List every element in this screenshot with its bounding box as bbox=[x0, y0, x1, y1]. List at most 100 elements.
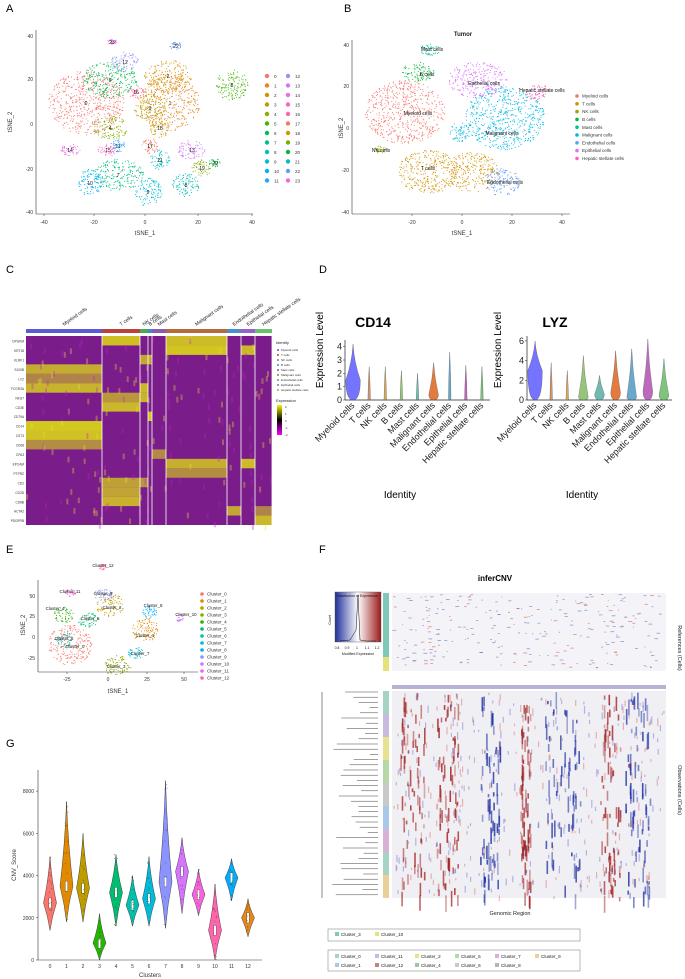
y-tick-label: 40 bbox=[27, 34, 33, 40]
legend-item: Cluster_5 bbox=[461, 954, 481, 959]
cluster-label: 7 bbox=[117, 173, 120, 179]
x-tick-label: -20 bbox=[90, 220, 97, 226]
y-tick-label: 4000 bbox=[23, 874, 34, 880]
gene-label: CST3 bbox=[16, 434, 24, 438]
y-tick-label: 2 bbox=[337, 368, 342, 378]
legend-item: Cluster_9 bbox=[541, 954, 561, 959]
key-tick: 0.9 bbox=[345, 646, 350, 650]
cluster-label: 13 bbox=[189, 148, 195, 154]
legend-item: Hepatic stellate cells bbox=[582, 156, 625, 161]
violin-mark bbox=[92, 913, 107, 961]
x-tick-label: 12 bbox=[245, 964, 251, 970]
legend-item: Cluster_10 bbox=[207, 662, 230, 667]
legend-item: 4 bbox=[274, 112, 277, 117]
legend-item: NK cells bbox=[281, 358, 293, 362]
panel-f-obs-label: Observations (Cells) bbox=[676, 765, 682, 815]
violin-mark bbox=[626, 348, 637, 401]
panel-f-title: inferCNV bbox=[478, 574, 513, 583]
cluster-points bbox=[150, 149, 171, 170]
cluster-label: Cluster_4 bbox=[46, 606, 65, 611]
key-tick: 1.2 bbox=[375, 646, 380, 650]
key-tick: 1 bbox=[356, 646, 358, 650]
cluster-label: 18 bbox=[157, 126, 163, 132]
violin-mark bbox=[464, 365, 468, 401]
cluster-label: 3 bbox=[149, 106, 152, 112]
panel-d: D CD14 LYZ Expression Level Expression L… bbox=[313, 264, 672, 501]
y-tick-label: 0 bbox=[31, 958, 34, 964]
cluster-points bbox=[110, 51, 139, 73]
cluster-label: Epithelial cells bbox=[468, 81, 500, 87]
legend-item: 18 bbox=[295, 131, 301, 136]
gene-label: PTPRZ bbox=[14, 472, 25, 476]
cluster-points bbox=[78, 612, 99, 628]
violin-mark bbox=[578, 355, 589, 401]
cluster-points bbox=[176, 613, 185, 622]
cluster-label: Malignant cells bbox=[485, 131, 519, 137]
gene-label: CD68 bbox=[16, 444, 24, 448]
violin-mark bbox=[142, 856, 156, 927]
panel-d-ylabel-2: Expression Level bbox=[493, 312, 504, 388]
y-tick-label: 8000 bbox=[23, 789, 34, 795]
expression-title: Expression bbox=[276, 398, 296, 403]
legend-item: 23 bbox=[295, 179, 301, 184]
cluster-points bbox=[178, 140, 206, 160]
expression-tick: -2 bbox=[285, 433, 288, 437]
legend-item: Endothelial cells bbox=[281, 378, 303, 382]
legend-item: Cluster_8 bbox=[207, 648, 227, 653]
legend-item: 10 bbox=[274, 169, 280, 174]
cluster-label: 1 bbox=[169, 101, 172, 107]
cluster-points bbox=[465, 86, 545, 151]
panel-d-lyz-title: LYZ bbox=[542, 314, 568, 330]
legend-item: Cluster_1 bbox=[207, 599, 227, 604]
panel-e-ylabel: tSNE_2 bbox=[21, 614, 27, 635]
cluster-points bbox=[191, 159, 211, 177]
cluster-label: 19 bbox=[199, 166, 205, 172]
panel-f-observation-legend: Cluster_0 Cluster_11 Cluster_2 Cluster_5 Clu… bbox=[327, 949, 581, 972]
y-tick-label: 0 bbox=[32, 635, 35, 641]
legend-item: NK cells bbox=[582, 109, 600, 114]
legend-item: Cluster_10 bbox=[381, 932, 404, 937]
y-tick-label: 2 bbox=[519, 375, 524, 385]
panel-f-label: F bbox=[319, 544, 326, 556]
x-tick-label: 9 bbox=[197, 964, 200, 970]
y-tick-label: 40 bbox=[343, 43, 349, 49]
cluster-label: 12 bbox=[122, 60, 128, 66]
legend-item: 13 bbox=[295, 84, 301, 89]
cluster-label: Cluster_9 bbox=[94, 591, 113, 596]
legend-item: Epithelial cells bbox=[582, 148, 612, 153]
legend-item: B cells bbox=[281, 363, 290, 367]
panel-e-legend: Cluster_0 Cluster_1 Cluster_2 Cluster_3 Clus… bbox=[200, 592, 230, 681]
legend-item: 7 bbox=[274, 141, 277, 146]
legend-item: Cluster_4 bbox=[207, 620, 227, 625]
cluster-label: 14 bbox=[67, 148, 73, 154]
cluster-label: Cluster_11 bbox=[60, 589, 81, 594]
violin-mark bbox=[428, 362, 439, 401]
legend-item: Malignant cells bbox=[281, 373, 301, 377]
expression-tick: 1 bbox=[285, 412, 287, 416]
violin-mark bbox=[594, 375, 605, 401]
box-mark bbox=[131, 899, 134, 911]
cluster-points bbox=[56, 631, 73, 648]
legend-item: 22 bbox=[295, 169, 301, 174]
cluster-label: Cluster_3 bbox=[107, 664, 126, 669]
panel-d-xlabel-2: Identity bbox=[566, 490, 598, 501]
cluster-points bbox=[97, 143, 118, 157]
gene-label: CD14 bbox=[16, 425, 24, 429]
cluster-label: Mast cells bbox=[421, 47, 444, 53]
panel-b-label: B bbox=[344, 3, 351, 15]
box-mark bbox=[230, 872, 233, 883]
gene-label: PDGFRB bbox=[11, 519, 24, 523]
y-tick-label: 20 bbox=[27, 77, 33, 83]
cluster-points bbox=[54, 606, 74, 624]
legend-item: Cluster_4 bbox=[421, 963, 441, 968]
legend-item: Cluster_8 bbox=[501, 963, 521, 968]
legend-item: Malignant cells bbox=[582, 133, 613, 138]
gene-label: S100B bbox=[14, 368, 24, 372]
violin-mark bbox=[448, 351, 452, 401]
cluster-label: Cluster_8 bbox=[144, 603, 163, 608]
panel-a-ylabel: tSNE_2 bbox=[8, 111, 14, 132]
x-tick-label: 20 bbox=[509, 220, 515, 226]
panel-b-scatter bbox=[364, 43, 551, 196]
